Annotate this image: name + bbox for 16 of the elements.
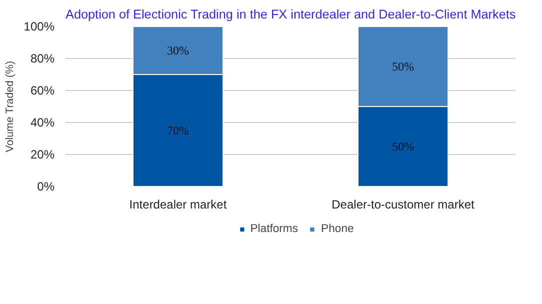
x-tick-label: Interdealer market xyxy=(129,198,228,212)
y-tick-label: 60% xyxy=(30,84,55,98)
data-label: 70% xyxy=(167,124,189,138)
y-tick-label: 20% xyxy=(30,148,55,162)
x-tick-label: Dealer-to-customer market xyxy=(332,198,476,212)
data-label: 50% xyxy=(392,140,414,154)
legend-label: Phone xyxy=(321,223,354,235)
legend-label: Platforms xyxy=(250,223,298,235)
y-tick-label: 40% xyxy=(30,116,55,130)
y-tick-label: 100% xyxy=(24,20,55,34)
y-tick-label: 80% xyxy=(30,52,55,66)
y-tick-label: 0% xyxy=(37,180,55,194)
y-axis-title: Volume Traded (%) xyxy=(4,60,16,152)
data-label: 30% xyxy=(167,44,189,58)
chart-title: Adoption of Electionic Trading in the FX interdealer and Dealer-to-Client Markets xyxy=(66,8,516,22)
data-label: 50% xyxy=(392,60,414,74)
